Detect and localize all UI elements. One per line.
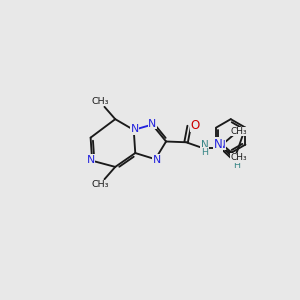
Text: N: N [201, 140, 208, 150]
Text: N: N [86, 155, 95, 165]
Text: N: N [218, 140, 225, 150]
Text: CH₃: CH₃ [231, 153, 247, 162]
Text: N: N [130, 124, 139, 134]
Text: N: N [148, 119, 156, 129]
Text: H: H [201, 148, 208, 157]
Text: N: N [214, 138, 223, 151]
Text: CH₃: CH₃ [91, 97, 109, 106]
Text: CH₃: CH₃ [91, 180, 109, 189]
Text: N: N [153, 155, 161, 165]
Text: O: O [191, 119, 200, 132]
Text: CH₃: CH₃ [231, 127, 247, 136]
Text: H: H [232, 161, 240, 170]
